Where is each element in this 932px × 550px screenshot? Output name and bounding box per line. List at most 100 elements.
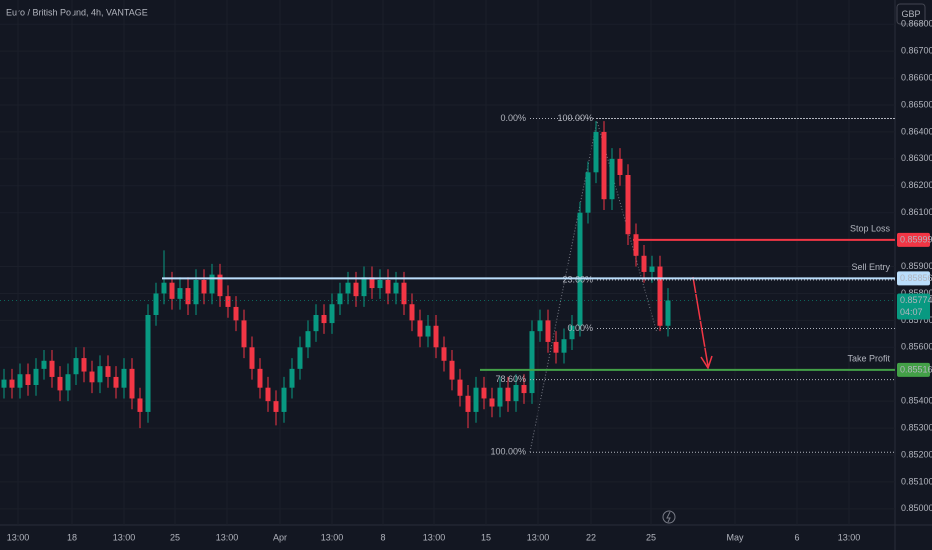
- candle-body: [529, 331, 535, 394]
- candle-body: [665, 300, 671, 326]
- candle-body: [569, 325, 575, 340]
- level-name: Sell Entry: [851, 262, 890, 272]
- candle-body: [25, 374, 31, 385]
- x-tick-label: 13:00: [216, 532, 239, 542]
- y-tick-label: 0.85600: [901, 342, 932, 352]
- candle-body: [633, 234, 639, 256]
- x-tick-label: May: [726, 532, 744, 542]
- candle-body: [417, 320, 423, 337]
- candle-body: [409, 304, 415, 321]
- countdown-label: 04:07: [900, 307, 923, 317]
- x-tick-label: 25: [646, 532, 656, 542]
- y-tick-label: 0.85900: [901, 261, 932, 271]
- fib-label: 0.00%: [567, 323, 593, 333]
- x-tick-label: 13:00: [527, 532, 550, 542]
- candle-body: [385, 280, 391, 294]
- arrow: [692, 276, 709, 367]
- candle-body: [657, 266, 663, 326]
- candle-body: [9, 379, 15, 388]
- candle-body: [241, 320, 247, 348]
- candle-body: [441, 347, 447, 361]
- x-tick-label: 13:00: [7, 532, 30, 542]
- candle-body: [97, 366, 103, 383]
- candle-body: [489, 398, 495, 407]
- candle-body: [321, 315, 327, 324]
- candle-body: [505, 387, 511, 402]
- candle-body: [457, 379, 463, 396]
- candle-body: [73, 358, 79, 375]
- candle-body: [449, 360, 455, 380]
- candle-body: [209, 274, 215, 294]
- candle-body: [121, 368, 127, 388]
- y-tick-label: 0.85300: [901, 422, 932, 432]
- x-tick-label: 18: [67, 532, 77, 542]
- candle-body: [465, 395, 471, 412]
- x-tick-label: 8: [380, 532, 385, 542]
- currency-label[interactable]: GBP: [901, 9, 920, 19]
- currency-button[interactable]: [896, 3, 926, 25]
- candle-body: [513, 385, 519, 402]
- candle-body: [177, 288, 183, 299]
- y-tick-label: 0.85800: [901, 288, 932, 298]
- y-tick-label: 0.85000: [901, 503, 932, 513]
- candle-body: [473, 387, 479, 412]
- candle-body: [481, 387, 487, 399]
- y-tick-label: 0.85200: [901, 449, 932, 459]
- candle-body: [545, 320, 551, 342]
- candle-body: [217, 274, 223, 297]
- x-tick-label: 13:00: [423, 532, 446, 542]
- candle-body: [289, 368, 295, 388]
- price-tag: [897, 362, 930, 377]
- candle-body: [401, 282, 407, 305]
- level-name: Take Profit: [847, 353, 890, 363]
- candle-body: [369, 277, 375, 289]
- candle-body: [305, 331, 311, 348]
- candle-body: [17, 374, 23, 388]
- x-tick-label: 22: [586, 532, 596, 542]
- price-tag: [897, 271, 930, 286]
- fib-label: 100.00%: [490, 447, 526, 457]
- replay-icon-bolt: [666, 511, 671, 523]
- candle-body: [57, 376, 63, 391]
- x-tick-label: Apr: [273, 532, 287, 542]
- candle-body: [521, 385, 527, 394]
- candle-body: [561, 339, 567, 353]
- x-tick-label: 13:00: [321, 532, 344, 542]
- candle-body: [625, 175, 631, 235]
- candle-body: [233, 306, 239, 321]
- price-tag-label: 0.85856: [900, 273, 932, 283]
- candle-body: [161, 282, 167, 294]
- replay-icon[interactable]: [662, 510, 676, 524]
- candle-body: [313, 315, 319, 332]
- candle-body: [153, 293, 159, 315]
- candle-body: [425, 325, 431, 337]
- candle-body: [81, 358, 87, 372]
- candle-body: [145, 315, 151, 412]
- candle-body: [345, 282, 351, 294]
- arrow-head: [700, 355, 713, 370]
- chart-title: Euro / British Pound, 4h, VANTAGE: [6, 7, 148, 17]
- candle-body: [609, 158, 615, 200]
- y-tick-label: 0.86600: [901, 72, 932, 82]
- candle-body: [225, 296, 231, 307]
- y-tick-label: 0.86700: [901, 46, 932, 56]
- y-tick-label: 0.86400: [901, 126, 932, 136]
- candle-body: [337, 293, 343, 305]
- candle-body: [49, 360, 55, 377]
- candle-body: [361, 277, 367, 297]
- candle-body: [33, 368, 39, 385]
- price-tag-label: 0.85516: [900, 364, 932, 374]
- candle-body: [89, 371, 95, 383]
- y-tick-label: 0.86300: [901, 153, 932, 163]
- candle-body: [641, 255, 647, 272]
- candle-body: [329, 304, 335, 324]
- candle-body: [113, 376, 119, 388]
- candle-body: [393, 282, 399, 294]
- candle-body: [65, 374, 71, 391]
- fib-label: 100.00%: [557, 113, 593, 123]
- candle-body: [137, 398, 143, 412]
- candle-body: [593, 131, 599, 173]
- candle-body: [201, 280, 207, 294]
- fib-label: 0.00%: [500, 113, 526, 123]
